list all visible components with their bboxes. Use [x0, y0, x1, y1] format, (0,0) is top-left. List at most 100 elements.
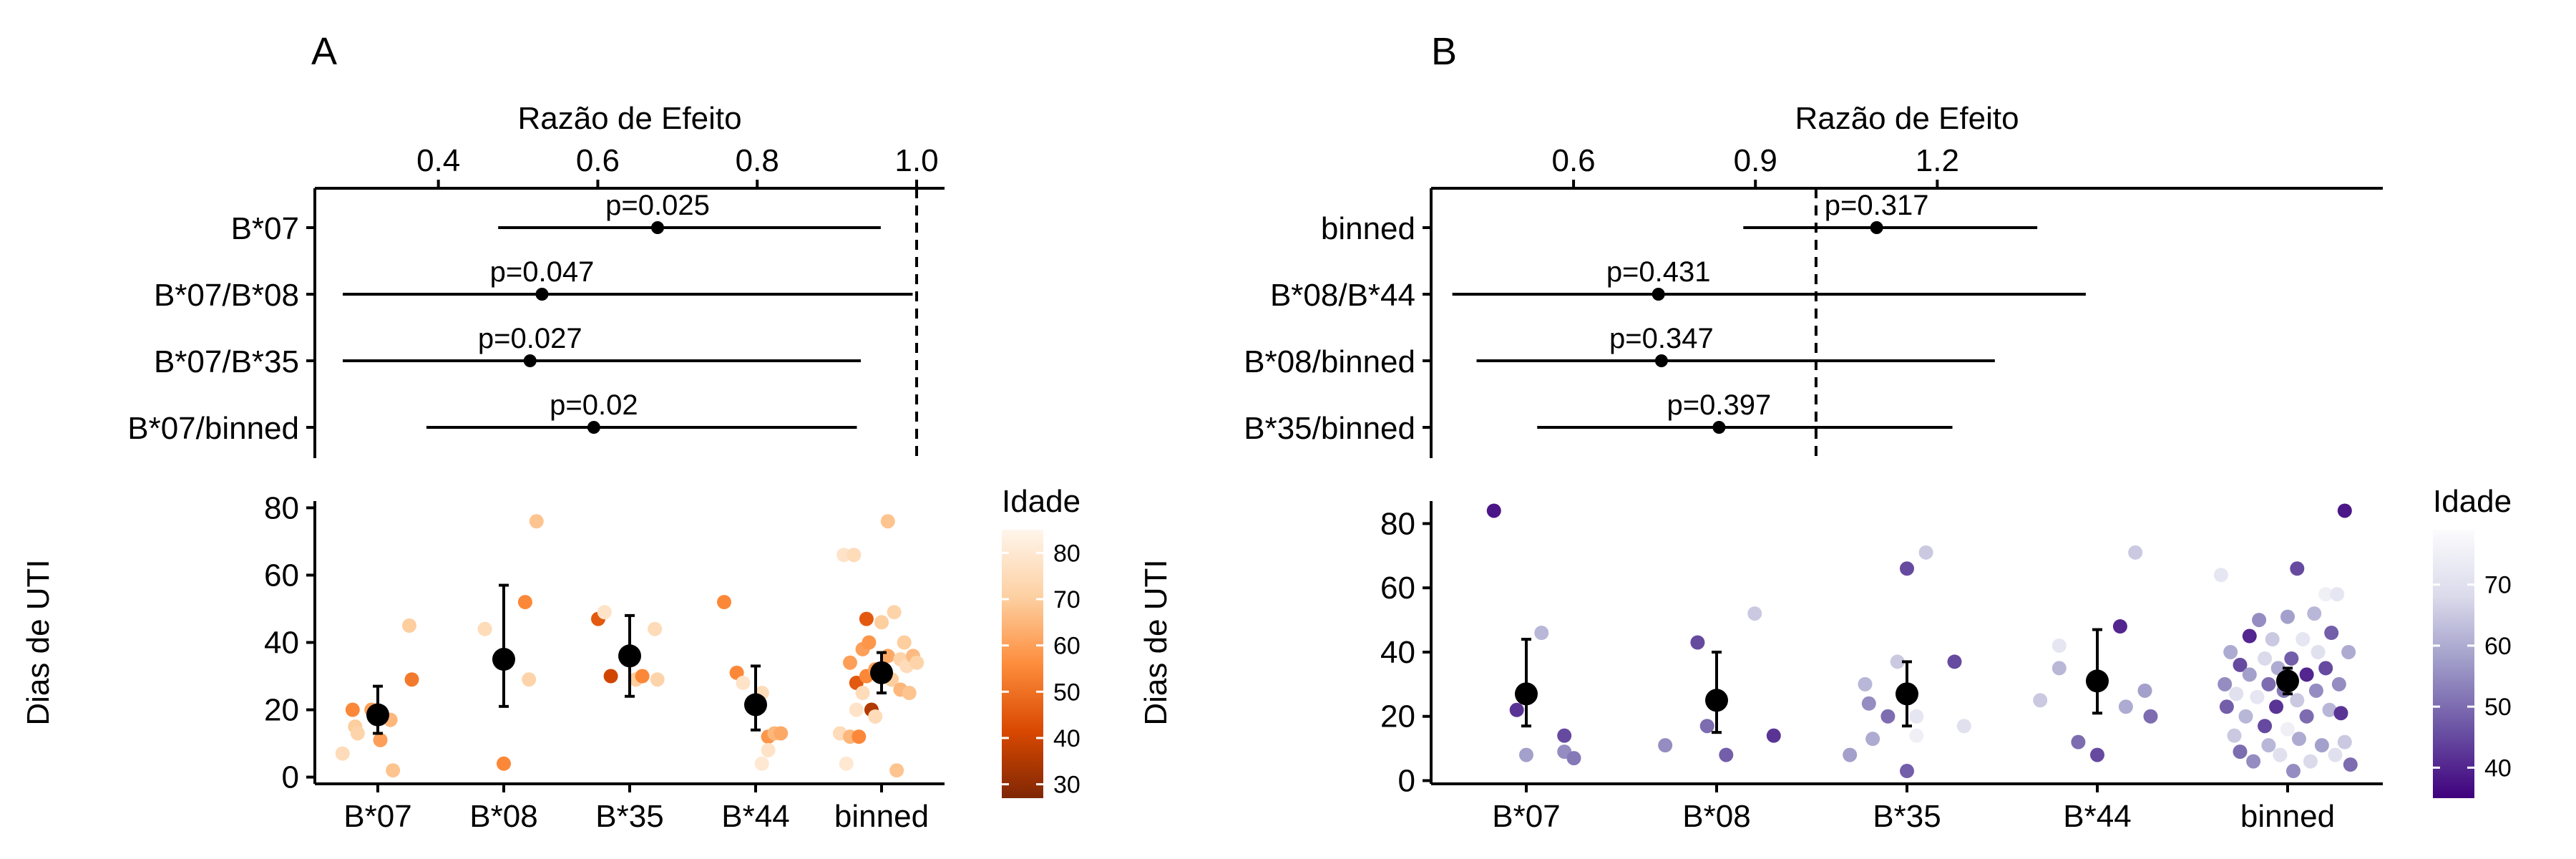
forest-row-label-a-1: B*07/B*08 [154, 278, 299, 313]
mean-point-b-4 [2276, 669, 2299, 693]
scatter-point-b-10 [1719, 747, 1734, 762]
scatter-point-b-50 [2258, 651, 2273, 666]
scatter-xtick-label-a-4: binned [834, 799, 929, 834]
scatter-point-b-25 [1956, 719, 1971, 734]
forest-estimate-point-b-3 [1712, 421, 1726, 434]
scatter-point-b-41 [2229, 686, 2244, 702]
forest-p-label-a-1: p=0.047 [490, 256, 595, 288]
forest-p-label-a-2: p=0.027 [478, 323, 582, 354]
scatter-point-a-24 [736, 675, 751, 690]
scatter-point-a-17 [603, 669, 618, 684]
scatter-xtick-label-b-0: B*07 [1492, 799, 1560, 834]
scatter-ytick-label-a-0: 0 [282, 760, 299, 795]
scatter-means-b [1515, 628, 2299, 734]
legend-tick-label-b-1: 50 [2484, 694, 2512, 721]
scatter-point-a-58 [902, 686, 917, 701]
scatter-xtick-label-a-1: B*08 [469, 799, 537, 834]
scatter-plot-a: Dias de UTI 0 20 40 60 80 B*07 B*08 B*35 B*44 bi… [21, 490, 945, 834]
scatter-point-a-39 [852, 729, 867, 744]
scatter-point-b-85 [2343, 757, 2358, 772]
forest-row-label-b-2: B*08/binned [1244, 344, 1415, 379]
scatter-point-b-46 [2242, 667, 2257, 682]
scatter-point-a-30 [774, 726, 789, 741]
scatter-point-a-19 [635, 669, 650, 684]
scatter-means-a [366, 583, 893, 735]
scatter-point-b-59 [2280, 609, 2295, 624]
scatter-point-b-35 [2143, 709, 2158, 724]
scatter-point-b-64 [2290, 693, 2305, 708]
scatter-point-b-40 [2227, 728, 2242, 743]
scatter-point-b-19 [1900, 561, 1914, 576]
scatter-point-a-16 [597, 605, 612, 620]
forest-estimate-point-b-2 [1654, 354, 1668, 367]
forest-estimate-point-a-0 [650, 221, 664, 234]
scatter-point-b-66 [2296, 632, 2311, 647]
forest-estimate-point-a-2 [523, 354, 537, 367]
legend-colorbar-b [2433, 530, 2474, 798]
scatter-xtick-label-b-1: B*08 [1682, 799, 1750, 834]
scatter-point-b-70 [2307, 606, 2322, 621]
scatter-xtick-label-b-2: B*35 [1873, 799, 1941, 834]
legend-tick-label-a-1: 40 [1053, 725, 1080, 752]
scatter-point-b-0 [1486, 503, 1501, 518]
scatter-point-b-18 [1890, 654, 1905, 669]
scatter-point-b-48 [2250, 689, 2265, 704]
scatter-point-b-44 [2238, 709, 2253, 724]
forest-rows-a: B*07 p=0.025 B*07/B*08 p=0.047 B*07/B*35 p=0.… [127, 188, 919, 458]
scatter-point-b-11 [1747, 606, 1762, 621]
forest-row-label-b-3: B*35/binned [1244, 411, 1415, 446]
forest-p-label-b-2: p=0.347 [1609, 323, 1714, 354]
scatter-point-b-39 [2223, 644, 2238, 659]
scatter-point-b-34 [2137, 683, 2152, 698]
forest-xtick-label-b-1: 0.9 [1734, 143, 1777, 178]
scatter-xticks-b: B*07 B*08 B*35 B*44 binned [1492, 784, 2335, 834]
scatter-point-b-74 [2318, 587, 2333, 602]
scatter-point-b-12 [1766, 728, 1781, 743]
legend-tick-label-a-0: 30 [1053, 772, 1080, 799]
scatter-point-b-73 [2314, 738, 2329, 753]
forest-estimate-point-a-1 [535, 288, 549, 301]
scatter-point-b-49 [2252, 613, 2267, 628]
legend-ticks-a: 30 40 50 60 70 80 [1002, 540, 1080, 799]
panel-label-a: A [311, 30, 337, 73]
scatter-ytick-label-a-4: 80 [264, 490, 299, 525]
scatter-point-a-12 [517, 595, 532, 610]
mean-point-a-1 [492, 648, 515, 671]
scatter-point-b-47 [2246, 754, 2261, 769]
scatter-point-a-11 [497, 756, 511, 771]
forest-row-label-b-1: B*08/B*44 [1270, 278, 1415, 313]
scatter-ytick-label-b-2: 40 [1380, 635, 1415, 670]
scatter-point-a-5 [373, 732, 388, 747]
forest-xticks-a: 0.4 0.6 0.8 1.0 [416, 143, 939, 188]
scatter-point-b-60 [2280, 722, 2295, 737]
scatter-yticks-a: 0 20 40 60 80 [264, 490, 315, 795]
legend-title-b: Idade [2433, 484, 2512, 519]
scatter-point-b-13 [1843, 747, 1858, 762]
scatter-point-a-32 [836, 548, 852, 563]
scatter-xtick-label-b-4: binned [2240, 799, 2335, 834]
scatter-points-b [1486, 503, 2358, 779]
mean-point-a-3 [744, 693, 767, 717]
forest-p-label-b-0: p=0.317 [1825, 190, 1929, 221]
forest-xtick-label-b-0: 0.6 [1551, 143, 1595, 178]
scatter-point-b-37 [2218, 676, 2233, 691]
scatter-xtick-label-a-0: B*07 [343, 799, 411, 834]
forest-xtick-label-a-1: 0.6 [576, 143, 620, 178]
legend-tick-label-a-2: 50 [1053, 679, 1080, 706]
scatter-point-b-28 [2051, 661, 2067, 676]
scatter-xticks-a: B*07 B*08 B*35 B*44 binned [343, 784, 929, 834]
forest-row-label-a-3: B*07/binned [127, 411, 299, 446]
mean-point-a-0 [366, 703, 389, 727]
scatter-point-a-21 [650, 672, 665, 687]
scatter-point-a-52 [887, 605, 902, 620]
scatter-point-b-75 [2318, 661, 2333, 676]
scatter-point-b-62 [2285, 764, 2301, 779]
scatter-point-b-53 [2261, 738, 2276, 753]
forest-xtick-label-b-2: 1.2 [1916, 143, 1959, 178]
legend-tick-label-a-5: 80 [1053, 540, 1080, 567]
scatter-point-b-78 [2328, 747, 2343, 762]
mean-point-b-1 [1705, 689, 1728, 712]
forest-row-label-a-0: B*07 [231, 211, 299, 246]
scatter-point-b-9 [1699, 719, 1714, 734]
